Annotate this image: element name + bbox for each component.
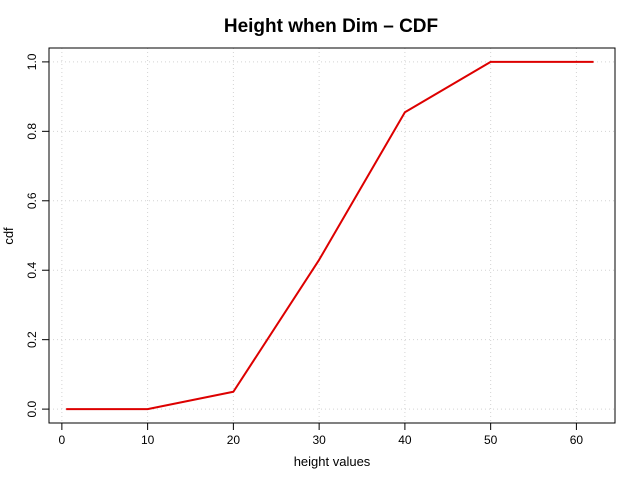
series-line-0 [66, 60, 594, 411]
axes: 0 10 20 30 40 50 60 0.0 0.2 0.4 0.6 0.8 1.0 [25, 53, 583, 447]
y-tick-label-0: 0.0 [25, 400, 39, 417]
grid [49, 48, 615, 423]
x-tick-label-4: 40 [398, 433, 412, 447]
x-tick-label-0: 0 [59, 433, 66, 447]
chart-title: Height when Dim – CDF [224, 16, 438, 37]
x-tick-label-6: 60 [570, 433, 584, 447]
x-tick-label-1: 10 [141, 433, 155, 447]
y-tick-label-1: 0.2 [25, 331, 39, 348]
x-tick-label-2: 20 [227, 433, 241, 447]
series-layer [66, 60, 594, 411]
x-tick-label-3: 30 [312, 433, 326, 447]
x-tick-label-5: 50 [484, 433, 498, 447]
plot-frame [48, 47, 616, 424]
y-tick-label-2: 0.4 [25, 262, 39, 279]
y-tick-label-5: 1.0 [25, 53, 39, 70]
x-axis-label: height values [294, 454, 371, 469]
y-tick-label-4: 0.8 [25, 123, 39, 140]
y-axis-label: cdf [1, 227, 16, 245]
y-tick-label-3: 0.6 [25, 192, 39, 209]
